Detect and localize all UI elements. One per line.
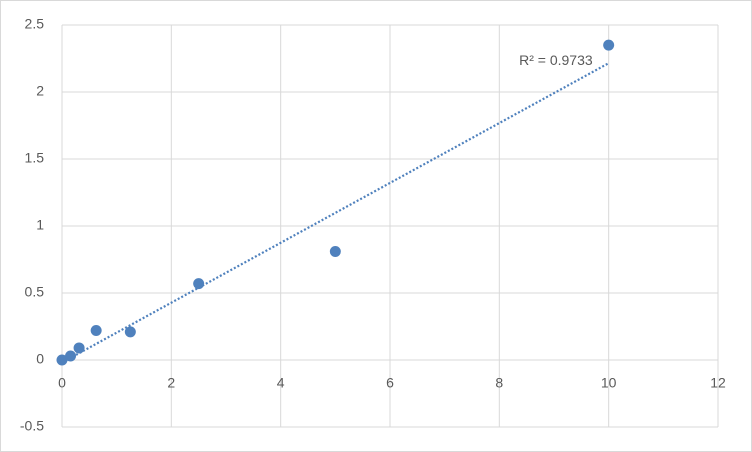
point xyxy=(329,245,341,257)
point xyxy=(56,354,68,366)
trendline-label: R² = 0.9733 xyxy=(519,52,593,68)
y-tick-label: 0.5 xyxy=(25,284,45,300)
point xyxy=(90,325,102,337)
point xyxy=(603,39,615,51)
x-tick-label: 8 xyxy=(495,375,503,391)
point xyxy=(73,342,85,354)
y-tick-label: 1 xyxy=(36,217,44,233)
point xyxy=(193,278,205,290)
y-tick-label: 2 xyxy=(36,83,44,99)
point xyxy=(65,350,77,362)
point xyxy=(124,326,136,338)
y-tick-label: 2.5 xyxy=(25,16,45,32)
x-tick-label: 4 xyxy=(277,375,285,391)
x-tick-label: 2 xyxy=(167,375,175,391)
y-tick-label: 0 xyxy=(36,351,44,367)
x-tick-label: 6 xyxy=(386,375,394,391)
x-tick-label: 0 xyxy=(58,375,66,391)
x-tick-label: 10 xyxy=(601,375,617,391)
x-tick-label: 12 xyxy=(710,375,726,391)
y-tick-label: -0.5 xyxy=(20,418,44,434)
y-tick-label: 1.5 xyxy=(25,150,45,166)
